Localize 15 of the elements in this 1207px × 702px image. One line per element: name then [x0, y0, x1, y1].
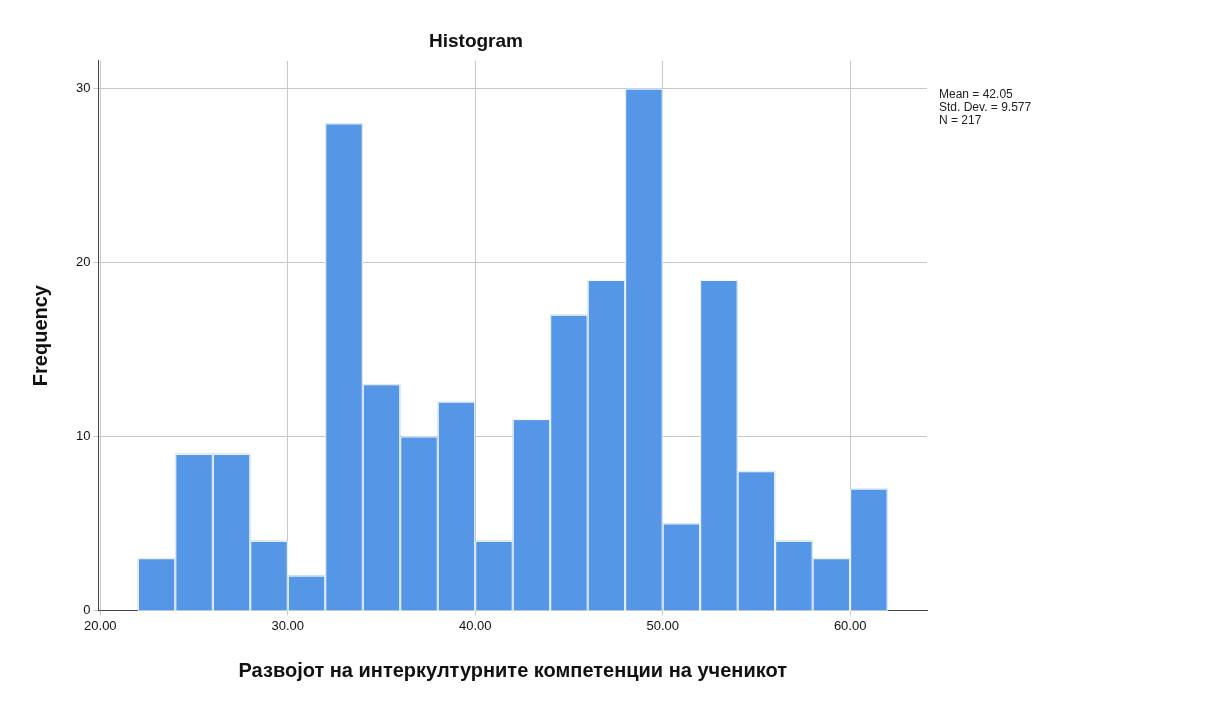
text: N = 217	[939, 113, 982, 128]
x-axis-title: Развојот на интеркултурните компетенции на ученикот	[238, 658, 788, 681]
x-tick-label: 20.00	[84, 617, 117, 633]
y-tick-label: 30	[75, 80, 91, 96]
y-tick-label: 10	[75, 428, 91, 444]
y-axis-title: Frequency	[28, 284, 51, 387]
y-tick-label: 0	[83, 601, 91, 617]
x-tick-label: 50.00	[646, 617, 679, 633]
text: Mean = 42.05	[939, 87, 1014, 102]
text: Std. Dev. = 9.577	[939, 100, 1032, 115]
chart-title: Histogram	[429, 29, 523, 51]
x-tick-label: 60.00	[833, 617, 867, 633]
x-tick-label: 40.00	[458, 617, 492, 633]
y-tick-label: 20	[75, 254, 91, 270]
x-tick-label: 30.00	[271, 617, 305, 633]
